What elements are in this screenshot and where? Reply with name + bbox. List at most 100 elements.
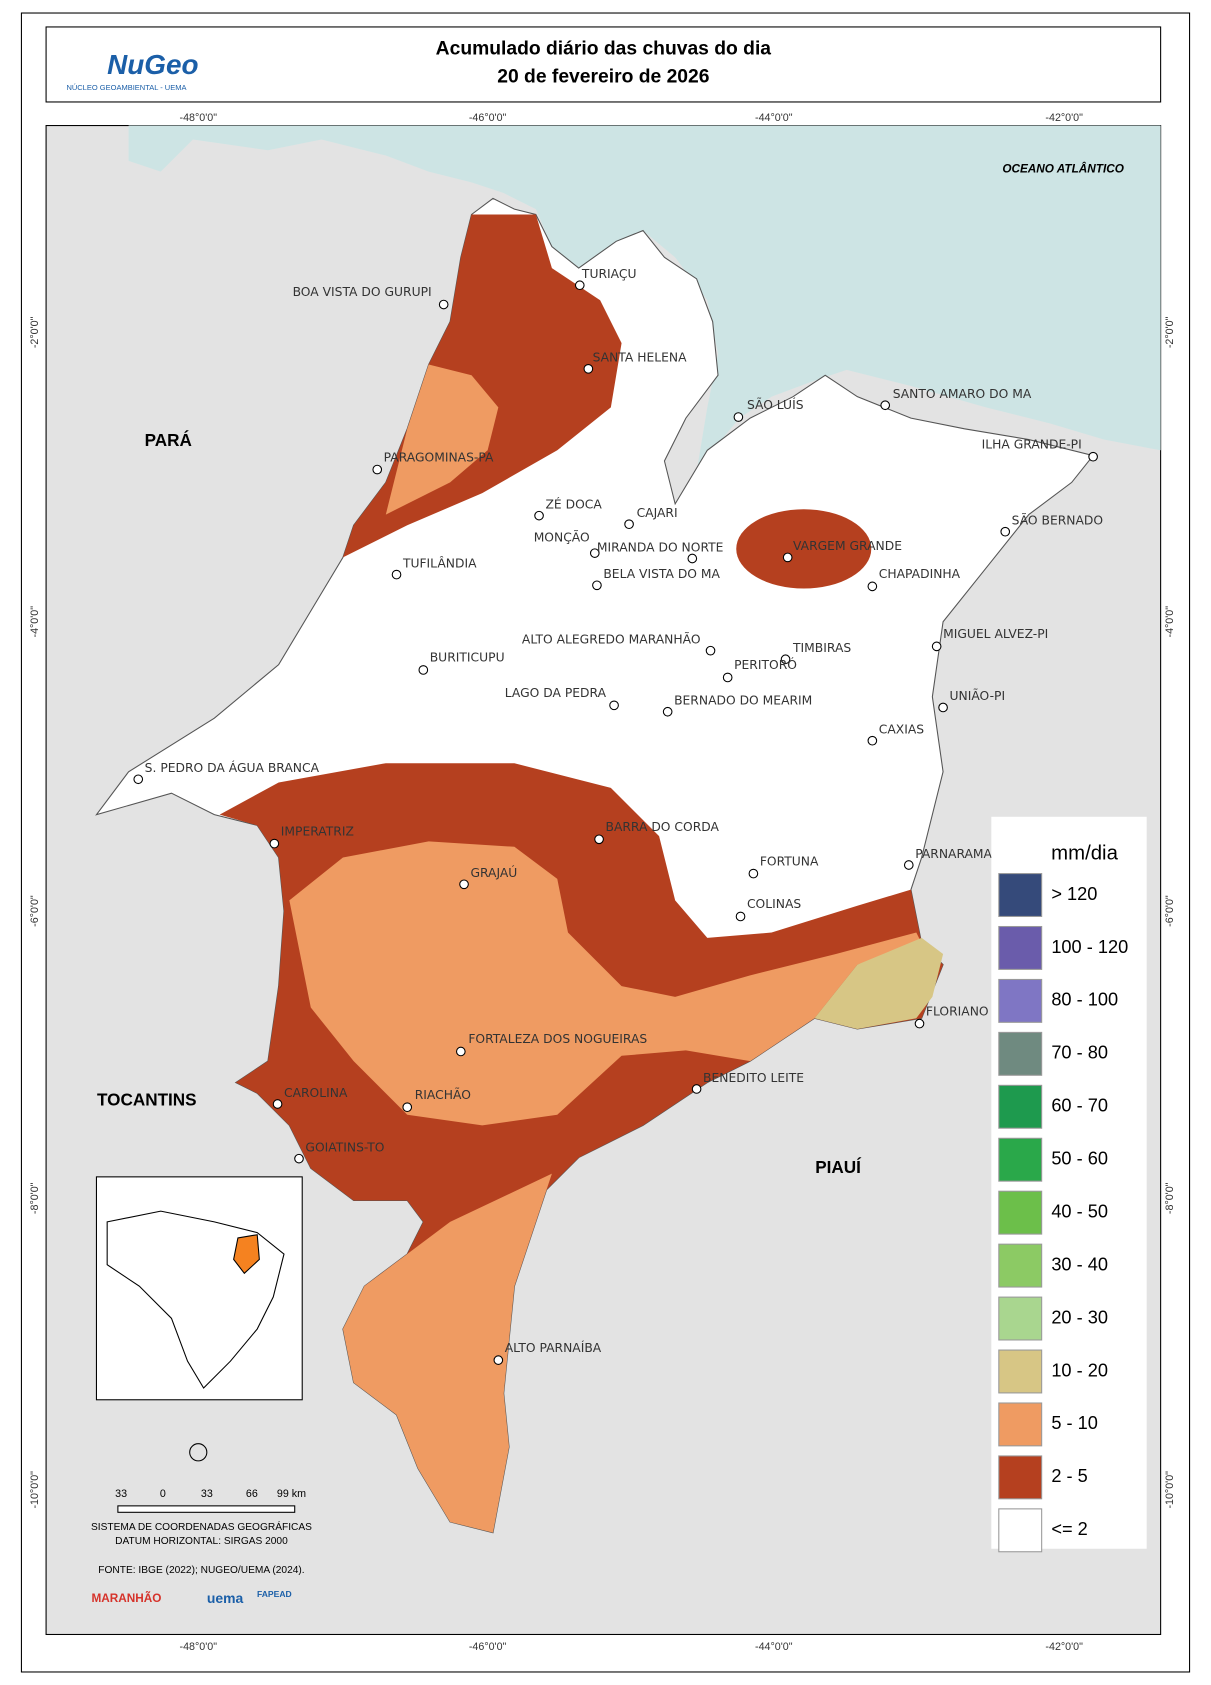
legend-swatch xyxy=(998,1031,1043,1076)
legend-swatch xyxy=(998,873,1043,917)
legend-swatch xyxy=(998,1349,1043,1394)
city-dot xyxy=(867,581,878,592)
city-label: MONÇÃO xyxy=(534,530,590,545)
city-dot xyxy=(782,552,793,563)
latitude-label: -8°0'0" xyxy=(1164,1182,1176,1214)
north-arrow xyxy=(189,1443,208,1462)
scale-label: 99 km xyxy=(277,1488,306,1500)
city-dot xyxy=(589,548,600,558)
latitude-label: -4°0'0" xyxy=(1164,606,1176,638)
legend-label: 60 - 70 xyxy=(1051,1096,1108,1116)
city-label: FORTALEZA DOS NOGUEIRAS xyxy=(468,1032,647,1046)
city-label: TURIAÇU xyxy=(581,267,637,281)
longitude-label: -44°0'0" xyxy=(755,1641,793,1653)
latitude-label: -10°0'0" xyxy=(1164,1471,1176,1509)
ocean xyxy=(128,125,1161,472)
legend-label: 5 - 10 xyxy=(1051,1413,1098,1433)
city-label: IMPERATRIZ xyxy=(281,824,354,838)
city-label: CAJARI xyxy=(637,506,678,520)
city-dot xyxy=(1088,451,1098,462)
city-label: BOA VISTA DO GURUPI xyxy=(293,285,432,299)
city-dot xyxy=(931,641,942,652)
scale-label: 33 xyxy=(115,1488,127,1500)
latitude-label: -8°0'0" xyxy=(29,1182,41,1214)
latitude-label: -10°0'0" xyxy=(29,1471,41,1509)
city-dot xyxy=(624,519,634,530)
city-label: PARNARAMA xyxy=(915,847,992,861)
city-dot xyxy=(748,868,759,879)
state-label: TOCANTINS xyxy=(97,1089,197,1109)
grid-labels: -48°0'0" -48°0'0" -46°0'0" -46°0'0" -44°0'0"… xyxy=(29,112,1176,1653)
city-label: CHAPADINHA xyxy=(879,567,961,581)
state-label: PARÁ xyxy=(145,430,192,450)
city-label: COLINAS xyxy=(747,897,801,911)
city-dot xyxy=(914,1018,925,1029)
city-dot xyxy=(592,580,602,591)
rain-zone xyxy=(385,364,499,515)
header-frame xyxy=(45,26,1162,103)
latitude-label: -4°0'0" xyxy=(29,606,41,638)
city-label: ALTO ALEGREDO MARANHÃO xyxy=(522,631,701,646)
rain-zone xyxy=(289,841,922,1126)
longitude-label: -48°0'0" xyxy=(180,112,218,124)
city-dot xyxy=(459,879,469,890)
longitude-label: -46°0'0" xyxy=(469,112,507,124)
city-dot xyxy=(456,1046,466,1057)
legend-label: > 120 xyxy=(1051,884,1097,904)
city-dot xyxy=(780,654,791,665)
city-label: MIGUEL ALVEZ-PI xyxy=(943,627,1048,641)
logo: NuGeo xyxy=(107,49,198,80)
legend-swatch xyxy=(998,1402,1043,1447)
city-dot xyxy=(880,400,891,411)
state-label: PIAUÍ xyxy=(815,1157,862,1177)
legend-swatch xyxy=(998,978,1043,1023)
city-label: BERNADO DO MEARIM xyxy=(674,694,812,708)
city-dot xyxy=(594,834,604,845)
scale-ticks: 33 0 33 66 99 km xyxy=(115,1488,306,1500)
legend-swatch xyxy=(998,1084,1043,1129)
scale-bar xyxy=(117,1505,296,1513)
legend-swatch xyxy=(998,1296,1043,1341)
city-label: TIMBIRAS xyxy=(792,641,851,655)
legend-label: 70 - 80 xyxy=(1051,1043,1108,1063)
city-label: BURITICUPU xyxy=(430,651,505,665)
legend-swatch xyxy=(998,1243,1043,1288)
city-label: PARAGOMINAS-PA xyxy=(384,450,494,464)
note: SISTEMA DE COORDENADAS GEOGRÁFICAS xyxy=(91,1520,312,1533)
city-label: BENEDITO LEITE xyxy=(703,1071,804,1085)
city-label: TUFILÂNDIA xyxy=(402,555,477,570)
city-label: GOIATINS-TO xyxy=(305,1140,384,1154)
legend-swatch xyxy=(998,1455,1043,1500)
legend-label: 40 - 50 xyxy=(1051,1201,1108,1221)
legend-label: 10 - 20 xyxy=(1051,1360,1108,1380)
city-label: ALTO PARNAÍBA xyxy=(505,1340,602,1355)
city-dot xyxy=(903,860,914,870)
city-label: VARGEM GRANDE xyxy=(793,539,902,553)
scale-label: 33 xyxy=(201,1488,213,1500)
city-label: GRAJAÚ xyxy=(470,865,517,880)
scale-label: 0 xyxy=(160,1488,166,1500)
city-label: CAXIAS xyxy=(879,722,925,736)
logo: FAPEAD xyxy=(257,1589,292,1599)
city-label: ZÉ DOCA xyxy=(545,496,602,511)
city-label: MIRANDA DO NORTE xyxy=(597,540,724,554)
logo: MARANHÃO xyxy=(91,1592,161,1605)
city-dot xyxy=(662,706,673,717)
note: FONTE: IBGE (2022); NUGEO/UEMA (2024). xyxy=(98,1565,304,1576)
city-dot xyxy=(938,702,948,713)
city-dot xyxy=(391,569,402,580)
city-label: PERITORÓ xyxy=(734,657,797,672)
legend-label: 50 - 60 xyxy=(1051,1149,1108,1169)
legend-label: <= 2 xyxy=(1051,1519,1087,1539)
city-dot xyxy=(372,464,383,475)
logo: uema xyxy=(207,1590,244,1606)
legend-swatch xyxy=(998,1137,1043,1182)
latitude-label: -2°0'0" xyxy=(29,316,41,348)
city-dot xyxy=(583,363,594,374)
city-dot xyxy=(733,412,744,422)
logo-subtitle: NÚCLEO GEOAMBIENTAL - UEMA xyxy=(66,83,186,92)
city-label: BARRA DO CORDA xyxy=(606,820,720,834)
legend-swatch xyxy=(998,1508,1043,1553)
city-label: FORTUNA xyxy=(760,854,819,868)
city-label: RIACHÃO xyxy=(415,1087,471,1102)
